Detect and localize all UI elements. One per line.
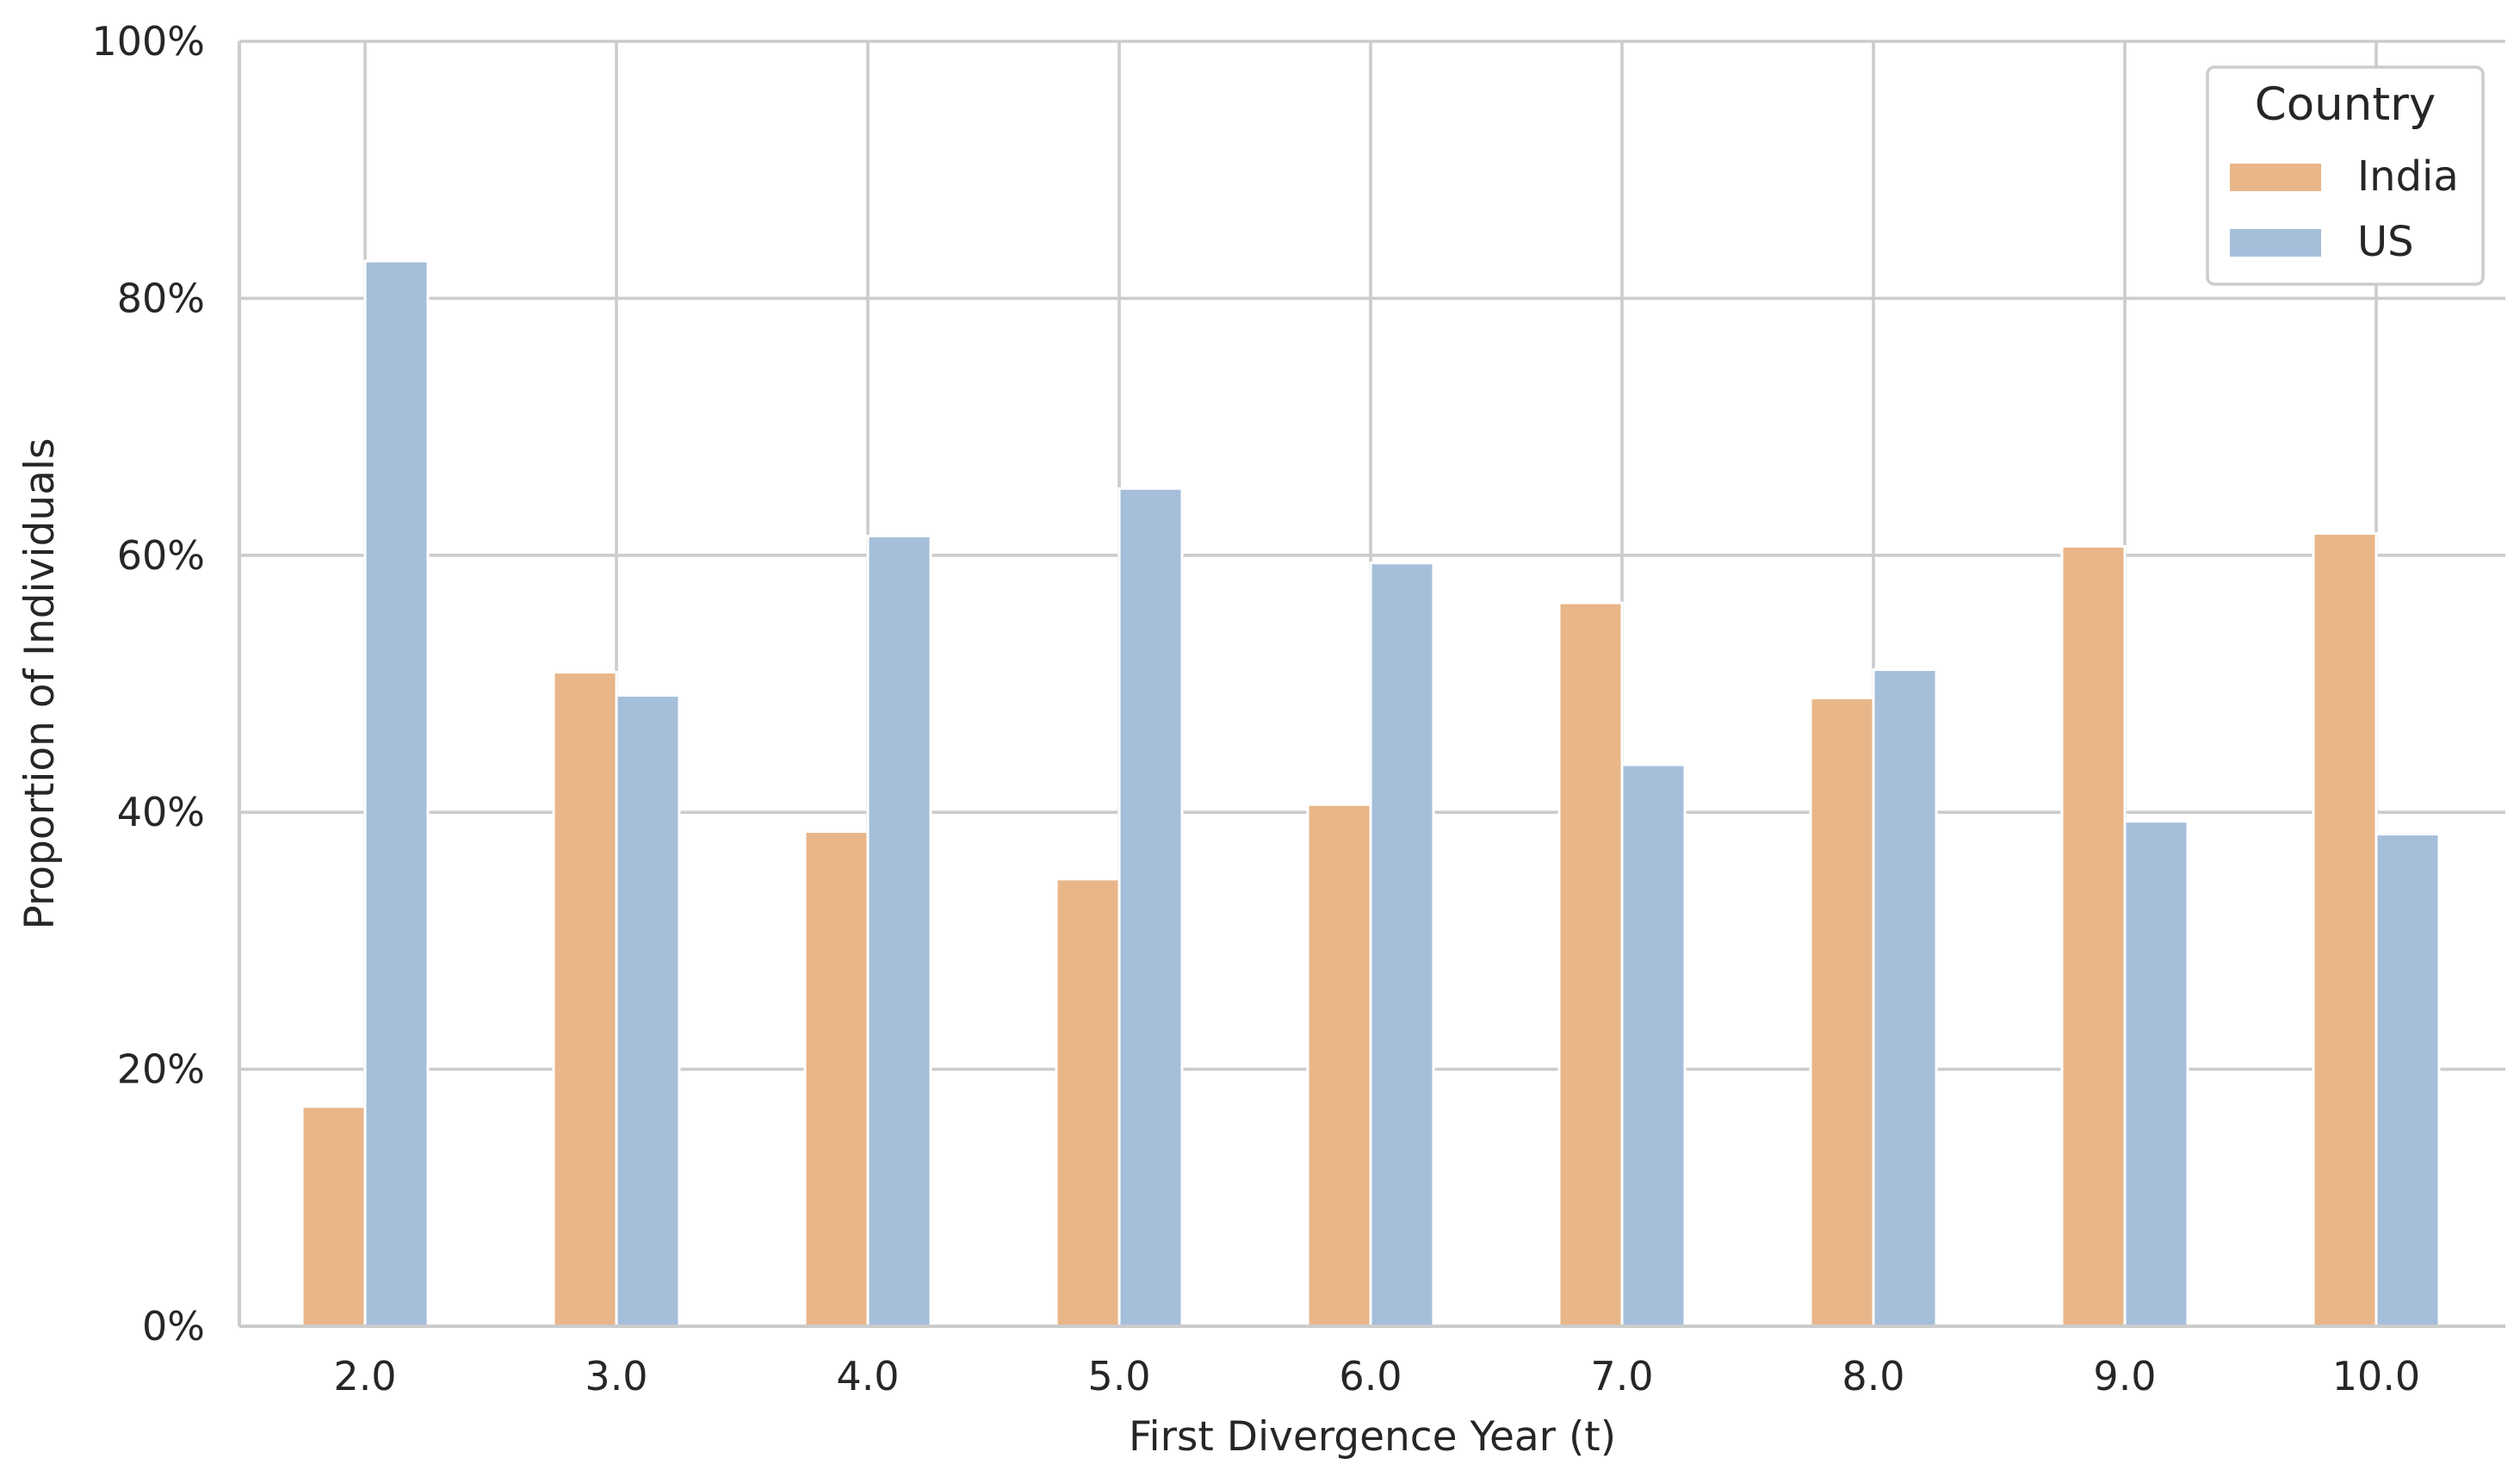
bar-us-10.0 [2374, 833, 2441, 1328]
x-tick-label: 5.0 [1087, 1353, 1150, 1399]
legend-swatch-india [2230, 164, 2321, 191]
x-tick-label: 4.0 [836, 1353, 899, 1399]
x-tick-label: 3.0 [585, 1353, 647, 1399]
y-tick-label: 0% [142, 1303, 205, 1350]
y-tick-label: 100% [91, 18, 205, 65]
legend-title: Country [2255, 78, 2436, 131]
bar-us-4.0 [866, 534, 932, 1328]
bar-india-4.0 [803, 830, 870, 1328]
bar-us-2.0 [363, 259, 430, 1328]
y-axis-title: Proportion of Individuals [16, 437, 64, 929]
legend-swatch-us [2230, 229, 2321, 257]
bar-india-9.0 [2060, 544, 2127, 1328]
legend: Country India US [2206, 65, 2485, 286]
bar-us-8.0 [1872, 668, 1938, 1328]
x-tick-label: 9.0 [2093, 1353, 2156, 1399]
y-tick-label: 40% [117, 789, 205, 835]
bar-india-6.0 [1306, 803, 1372, 1328]
x-axis-title: First Divergence Year (t) [1129, 1413, 1616, 1461]
axes-spines [238, 41, 2505, 1328]
bar-us-9.0 [2123, 820, 2189, 1328]
bar-india-10.0 [2312, 531, 2378, 1328]
legend-entries: India US [2230, 152, 2459, 266]
bar-india-3.0 [552, 671, 618, 1328]
bar-india-2.0 [300, 1105, 367, 1328]
x-tick-label: 6.0 [1339, 1353, 1402, 1399]
bar-us-6.0 [1369, 562, 1435, 1328]
bar-india-7.0 [1557, 601, 1624, 1328]
bar-us-3.0 [615, 693, 681, 1328]
y-tick-label: 60% [117, 532, 205, 579]
bar-india-5.0 [1055, 878, 1121, 1328]
x-tick-label: 10.0 [2332, 1353, 2420, 1399]
bar-us-5.0 [1118, 487, 1184, 1328]
x-tick-label: 8.0 [1842, 1353, 1904, 1399]
bar-india-8.0 [1809, 696, 1875, 1328]
y-tick-labels: 0% 20% 40% 60% 80% 100% [91, 18, 205, 1350]
x-tick-labels: 2.0 3.0 4.0 5.0 6.0 7.0 8.0 9.0 10.0 [333, 1353, 2420, 1399]
y-tick-label: 80% [117, 275, 205, 321]
bar-us-7.0 [1620, 763, 1687, 1328]
legend-label-india: India [2357, 152, 2459, 201]
y-tick-label: 20% [117, 1046, 205, 1093]
x-tick-label: 2.0 [333, 1353, 396, 1399]
x-tick-label: 7.0 [1590, 1353, 1653, 1399]
legend-label-us: US [2357, 218, 2414, 266]
